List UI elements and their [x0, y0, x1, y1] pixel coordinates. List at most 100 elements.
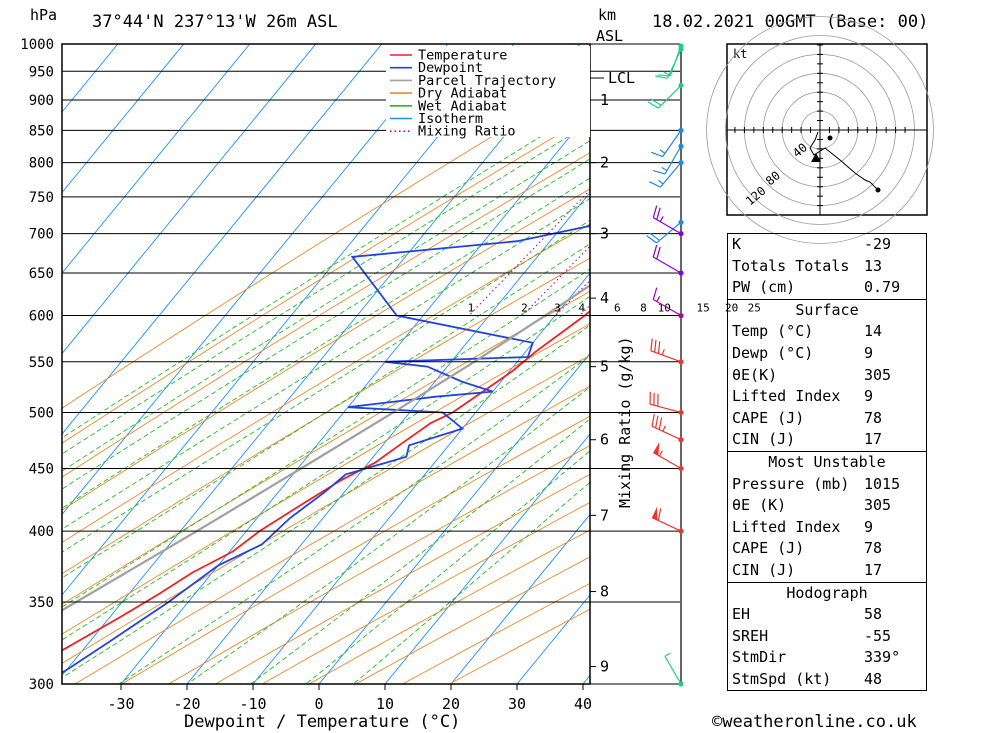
wind-level-dot [678, 465, 684, 472]
most-unstable-index-row: Pressure (mb) 1015 [728, 474, 926, 496]
dry-adiabat-line [62, 188, 590, 511]
wind-barb-staff [657, 85, 682, 109]
mixing-ratio-line [522, 245, 590, 316]
pressure-tick-label: 600 [29, 309, 54, 325]
pressure-tick-label: 350 [29, 595, 54, 611]
temp-tick-label: -10 [239, 695, 266, 713]
isotherm-line [516, 594, 590, 684]
temp-tick-label: 0 [314, 695, 323, 713]
km-tick-label: 2 [600, 154, 609, 172]
wind-barb [664, 652, 684, 687]
hodograph-trace [809, 131, 879, 191]
surface-index-label: Temp (°C) [732, 322, 814, 341]
pressure-tick-label: 400 [29, 524, 54, 540]
general-index-label: PW (cm) [732, 278, 796, 297]
dry-adiabat-line [62, 354, 590, 664]
wet-adiabat-line [62, 177, 590, 509]
mixing-ratio-label: 10 [658, 302, 671, 315]
legend-box [386, 46, 590, 137]
surface-index-row: CAPE (J) 78 [728, 408, 926, 430]
wind-barb-tick [656, 207, 661, 220]
hodograph-index-row: StmDir 339° [728, 647, 926, 669]
km-tick-label: 7 [600, 506, 609, 524]
surface-index-value: 14 [864, 322, 883, 341]
dry-adiabat-line [62, 323, 590, 635]
wind-barb [652, 287, 684, 319]
wind-level-dot [678, 127, 684, 133]
legend-label: Wet Adiabat [418, 98, 507, 114]
wind-barb-staff [659, 162, 682, 188]
general-index-row: Totals Totals 13 [728, 256, 926, 278]
most-unstable-index-value: 305 [864, 496, 892, 515]
wet-adiabat-line [305, 450, 590, 684]
wind-barb [649, 160, 684, 188]
wind-barb-staff [652, 299, 682, 317]
wind-barb-tick [657, 341, 661, 354]
most-unstable-index-label: CAPE (J) [732, 539, 805, 558]
wind-barb-tick [657, 508, 662, 521]
most-unstable-index-label: Lifted Index [732, 517, 841, 536]
surface-index-value: 9 [864, 343, 874, 362]
temp-tick-label: 30 [508, 695, 526, 713]
credit-text: ©weatheronline.co.uk [712, 712, 917, 732]
surface-header: Surface [795, 300, 859, 319]
wind-barb-halftick [659, 149, 666, 154]
parcel-trajectory-profile [62, 284, 590, 612]
wind-level-dot [678, 437, 684, 443]
wind-barb [652, 442, 684, 472]
most-unstable-index-value: 9 [864, 517, 874, 536]
wind-barb-staff [652, 256, 682, 274]
hodograph-start-dot [827, 135, 833, 141]
wet-adiabat-line [62, 122, 590, 455]
surface-index-label: Lifted Index [732, 387, 841, 406]
general-index-value: 0.79 [864, 278, 901, 297]
isotherm-line [450, 513, 590, 684]
surface-index-value: 305 [864, 365, 892, 384]
wind-barb-tick [650, 98, 662, 106]
most-unstable-index-row: Lifted Index 9 [728, 517, 926, 539]
isotherm-line [62, 44, 449, 516]
mixing-ratio-label: 20 [725, 302, 738, 315]
temperature-profile [62, 309, 590, 652]
km-tick-label: 5 [600, 358, 609, 376]
temp-tick-label: 10 [376, 695, 394, 713]
dry-adiabat-line [120, 415, 590, 684]
wind-barb-staff [651, 517, 682, 532]
wind-barb-staff [662, 130, 682, 157]
general-index-row: K -29 [728, 234, 926, 256]
wet-adiabat-line [249, 418, 590, 684]
pressure-unit-label: hPa [30, 6, 57, 24]
wind-barb-halftick [658, 179, 664, 185]
most-unstable-index-row: θE (K) 305 [728, 495, 926, 517]
hodograph-ring [706, 16, 934, 244]
general-index-row: PW (cm) 0.79 [728, 277, 926, 299]
wind-barb-staff [652, 217, 682, 235]
pressure-tick-label: 950 [29, 64, 54, 80]
wind-barb-tick [647, 101, 659, 109]
mixing-ratio-label: 1 [468, 302, 475, 315]
wind-barb-tick [652, 205, 658, 218]
wind-barb-halftick [658, 450, 663, 457]
hodograph-index-value: 339° [864, 648, 901, 667]
hodograph-index-row: StmSpd (kt) 48 [728, 669, 926, 691]
hodograph-index-label: EH [732, 605, 751, 624]
wind-barb-staff [666, 49, 682, 79]
wind-barb-tick [656, 246, 661, 260]
pressure-tick-label: 500 [29, 405, 54, 421]
legend-label: Parcel Trajectory [418, 73, 556, 89]
wind-level-dot [678, 312, 684, 319]
most-unstable-index-value: 17 [864, 560, 883, 579]
most-unstable-index-row: CAPE (J) 78 [728, 538, 926, 560]
mixing-ratio-label: 4 [578, 302, 585, 315]
isotherm-line [186, 191, 590, 684]
wind-barb [649, 391, 684, 416]
general-index-value: 13 [864, 256, 883, 275]
wind-barb-staff [651, 425, 682, 441]
wind-barb-tick [650, 338, 653, 351]
wind-barb-staff [649, 403, 682, 414]
hodograph-index-row: EH 58 [728, 604, 926, 626]
mixing-ratio-label: 15 [697, 302, 710, 315]
pressure-tick-label: 650 [29, 266, 54, 282]
isotherm-line [252, 272, 590, 684]
